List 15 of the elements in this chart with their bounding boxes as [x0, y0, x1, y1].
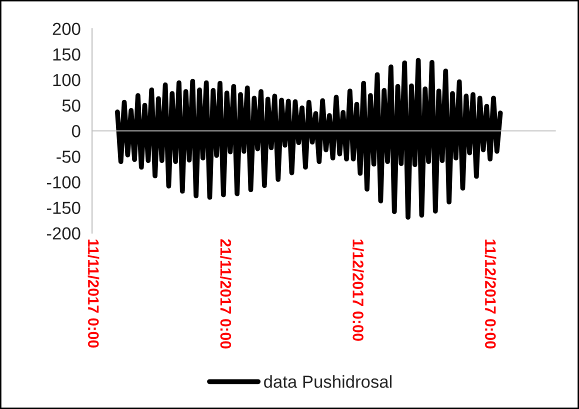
y-tick-label: 50	[62, 99, 80, 112]
legend-label: data Pushidrosal	[264, 375, 392, 388]
y-tick-label: 0	[72, 125, 80, 138]
x-tick-label: 21/11/2017 0:00	[220, 239, 232, 349]
x-tick-label: 11/12/2017 0:00	[484, 240, 496, 349]
y-tick-label: 200	[52, 22, 80, 36]
x-tick-label: 1/12/2017 0:00	[352, 240, 364, 341]
y-tick-label: -200	[46, 227, 80, 240]
y-tick-label: -50	[56, 150, 80, 163]
line-series	[114, 58, 503, 220]
x-tick-label: 11/11/2017 0:00	[88, 240, 100, 348]
y-tick-label: 100	[53, 74, 80, 86]
y-tick-label: -100	[46, 176, 80, 188]
y-tick-label: 150	[53, 48, 80, 61]
y-tick-label: -150	[46, 202, 80, 214]
